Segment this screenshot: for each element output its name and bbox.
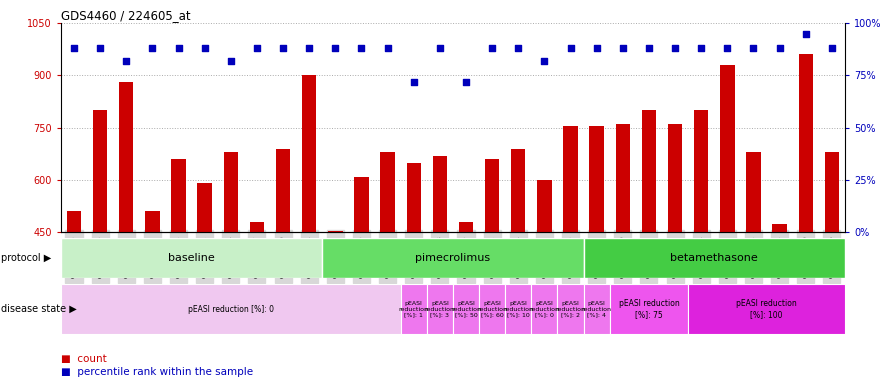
Bar [250,222,264,232]
Bar [61,284,401,334]
Point [354,45,368,51]
Point [250,45,264,51]
Bar [93,110,108,232]
Text: pimecrolimus: pimecrolimus [416,253,490,263]
Point [564,45,578,51]
Text: pEASI
reduction
[%]: 1: pEASI reduction [%]: 1 [399,301,428,318]
Bar [453,284,479,334]
Text: pEASI
reduction
[%]: 3: pEASI reduction [%]: 3 [425,301,455,318]
Point [772,45,787,51]
Bar [824,152,839,232]
Bar [61,238,323,278]
Bar [401,284,426,334]
Bar [642,110,656,232]
Bar [407,162,421,232]
Bar [694,110,709,232]
Point [668,45,682,51]
Text: pEASI
reduction
[%]: 50: pEASI reduction [%]: 50 [451,301,481,318]
Point [67,45,82,51]
Bar [459,222,473,232]
Point [798,30,813,36]
Bar [583,238,845,278]
Text: pEASI
reduction
[%]: 60: pEASI reduction [%]: 60 [478,301,507,318]
Bar [328,230,342,232]
Bar [668,124,682,232]
Text: disease state ▶: disease state ▶ [1,304,77,314]
Point [459,79,473,85]
Point [746,45,761,51]
Point [93,45,108,51]
Point [694,45,709,51]
Point [824,45,839,51]
Text: protocol ▶: protocol ▶ [1,253,51,263]
Point [590,45,604,51]
Bar [381,152,395,232]
Text: pEASI
reduction
[%]: 0: pEASI reduction [%]: 0 [530,301,559,318]
Text: betamethasone: betamethasone [670,253,758,263]
Point [720,45,735,51]
Bar [616,124,630,232]
Bar [485,159,499,232]
Bar [119,82,134,232]
Bar [772,223,787,232]
Bar [224,152,238,232]
Bar [197,184,211,232]
Text: pEASI reduction [%]: 0: pEASI reduction [%]: 0 [188,305,274,314]
Text: ■  count: ■ count [61,354,107,364]
Bar [564,126,578,232]
Bar [354,177,368,232]
Text: GDS4460 / 224605_at: GDS4460 / 224605_at [61,9,191,22]
Point [302,45,316,51]
Point [276,45,290,51]
Text: ■  percentile rank within the sample: ■ percentile rank within the sample [61,367,253,377]
Point [616,45,630,51]
Point [328,45,342,51]
Point [119,58,134,64]
Text: baseline: baseline [168,253,215,263]
Point [171,45,185,51]
Bar [302,75,316,232]
Bar [688,284,845,334]
Bar [538,180,552,232]
Bar [798,55,813,232]
Bar [323,238,583,278]
Point [642,45,656,51]
Point [538,58,552,64]
Bar [583,284,609,334]
Point [433,45,447,51]
Bar [609,284,688,334]
Text: pEASI reduction
[%]: 75: pEASI reduction [%]: 75 [618,300,679,319]
Bar [511,149,525,232]
Point [224,58,238,64]
Point [407,79,421,85]
Bar [590,126,604,232]
Bar [720,65,735,232]
Bar [426,284,453,334]
Bar [479,284,505,334]
Bar [505,284,531,334]
Text: pEASI
reduction
[%]: 10: pEASI reduction [%]: 10 [504,301,533,318]
Point [485,45,499,51]
Bar [746,152,761,232]
Text: pEASI
reduction
[%]: 2: pEASI reduction [%]: 2 [556,301,585,318]
Point [511,45,525,51]
Point [197,45,211,51]
Point [145,45,159,51]
Bar [67,211,82,232]
Text: pEASI reduction
[%]: 100: pEASI reduction [%]: 100 [737,300,797,319]
Point [381,45,395,51]
Bar [145,211,159,232]
Bar [557,284,583,334]
Bar [276,149,290,232]
Bar [531,284,557,334]
Bar [171,159,185,232]
Text: pEASI
reduction
[%]: 4: pEASI reduction [%]: 4 [582,301,612,318]
Bar [433,156,447,232]
